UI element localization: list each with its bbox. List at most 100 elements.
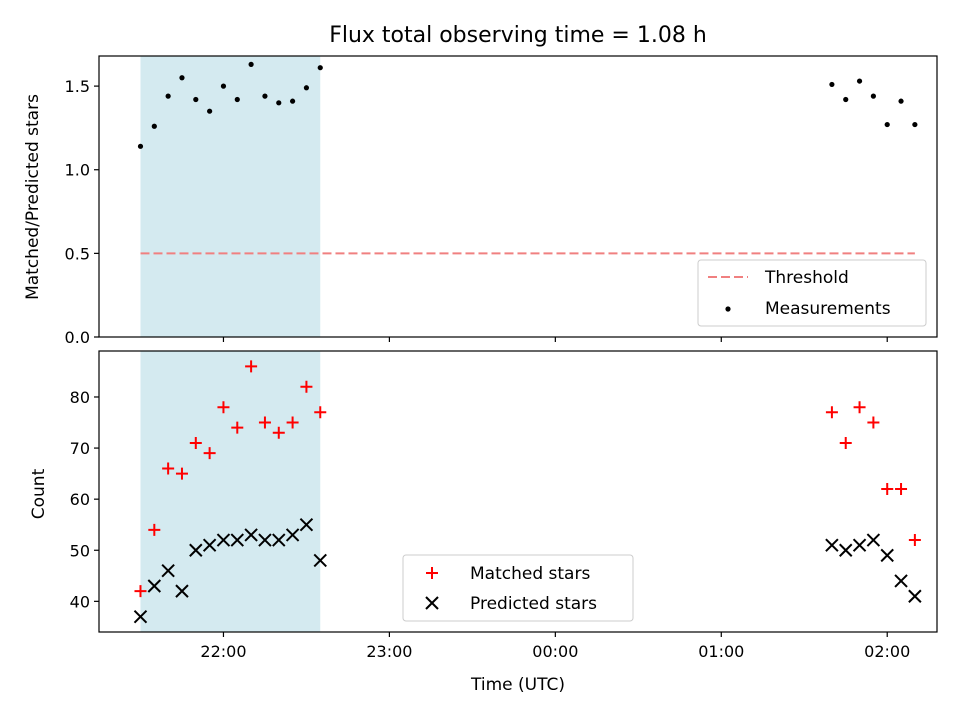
matched-star-point [272,426,285,439]
predicted-star-point [189,543,203,557]
measurement-point [289,98,296,104]
y-tick-label: 1.0 [65,161,90,180]
chart-title: Flux total observing time = 1.08 h [329,23,707,48]
matched-star-point [258,416,271,429]
matched-star-point [314,406,327,419]
predicted-star-point [244,528,258,542]
matched-star-point [895,482,908,495]
y-tick-label: 70 [70,439,90,458]
measurement-point [193,96,199,103]
y-tick-label: 40 [70,592,90,611]
top-x-axis [222,337,888,342]
predicted-star-point [285,528,300,542]
legend-predicted-swatch [425,596,439,610]
matched-star-point [217,401,230,414]
x-tick-label: 02:00 [864,642,910,661]
bottom-legend: Matched stars Predicted stars [402,554,634,622]
legend-measurements-label: Measurements [765,299,891,319]
y-tick-label: 1.5 [65,77,90,96]
measurement-point [829,81,835,88]
matched-star-point [162,462,175,475]
x-tick-label: 22:00 [200,642,246,661]
matched-star-point [881,482,894,495]
measurement-point [262,93,268,99]
measurement-point [165,93,171,99]
x-tick-label: 00:00 [532,642,578,661]
predicted-star-point [825,538,839,552]
measurement-point [137,143,144,149]
measurement-point [856,78,863,84]
measurement-point [234,96,240,103]
legend-predicted-label: Predicted stars [470,594,597,614]
matched-star-point [148,523,161,536]
legend-measurements-swatch [725,306,731,312]
measurement-point [912,121,918,128]
bottom-x-axis: 22:00 23:00 00:00 01:00 02:00 [200,632,910,661]
bottom-panel: 40 50 60 70 80 22:00 23:00 00:00 01:00 02:00 Cou… [29,350,938,695]
y-tick-label: 50 [70,541,90,560]
y-tick-label: 80 [70,388,90,407]
matched-star-point [203,447,216,460]
matched-star-point [189,436,202,449]
predicted-star-point [908,589,922,603]
matched-star-point [867,416,880,429]
predicted-star-point [161,563,175,578]
matched-star-point [245,360,258,373]
predicted-star-point [175,584,189,598]
predicted-star-point [133,609,148,624]
bottom-plot-frame [98,350,938,633]
measurement-point [303,85,310,91]
matched-stars-points [134,360,921,598]
legend-threshold-label: Threshold [764,268,849,288]
predicted-star-point [147,579,162,593]
top-y-axis-label: Matched/Predicted stars [23,94,43,300]
predicted-star-point [216,533,231,547]
matched-star-point [300,380,313,393]
matched-star-point [839,436,852,449]
predicted-star-point [866,533,881,547]
measurement-point [870,93,876,99]
measurement-point [179,75,185,81]
measurement-point [276,100,282,106]
predicted-star-point [299,518,314,532]
predicted-star-point [202,538,217,552]
predicted-star-point [839,543,853,557]
matched-star-point [134,585,147,598]
matched-star-point [853,401,866,414]
top-y-axis: 0.0 0.5 1.0 1.5 [65,77,99,347]
y-tick-label: 0.0 [65,328,90,347]
predicted-star-point [880,548,894,563]
measurements-points [137,61,918,149]
predicted-star-point [313,553,327,568]
predicted-star-point [230,533,244,547]
matched-star-point [231,421,244,434]
measurement-point [898,98,904,104]
matched-star-point [825,406,838,419]
predicted-star-point [272,533,286,547]
measurement-point [843,96,849,103]
observing-band-top [140,56,321,337]
measurement-point [317,65,323,71]
x-axis-label: Time (UTC) [470,675,565,695]
legend-matched-swatch [426,567,438,579]
top-plot-frame [98,55,938,338]
predicted-stars-points [133,518,922,624]
matched-star-point [175,467,188,480]
x-tick-label: 23:00 [366,642,412,661]
matched-star-point [286,416,299,429]
measurement-point [151,123,157,129]
y-tick-label: 0.5 [65,244,90,263]
x-tick-label: 01:00 [698,642,744,661]
bottom-y-axis: 40 50 60 70 80 [70,388,99,611]
matched-star-point [908,534,921,547]
legend-matched-label: Matched stars [470,564,590,584]
y-tick-label: 60 [70,490,90,509]
bottom-y-axis-label: Count [29,468,49,519]
predicted-star-point [894,574,908,588]
predicted-star-point [258,533,272,547]
measurement-point [220,83,227,89]
top-legend: Threshold Measurements [697,259,927,327]
measurement-point [248,61,254,67]
observing-band-bottom [140,351,321,632]
